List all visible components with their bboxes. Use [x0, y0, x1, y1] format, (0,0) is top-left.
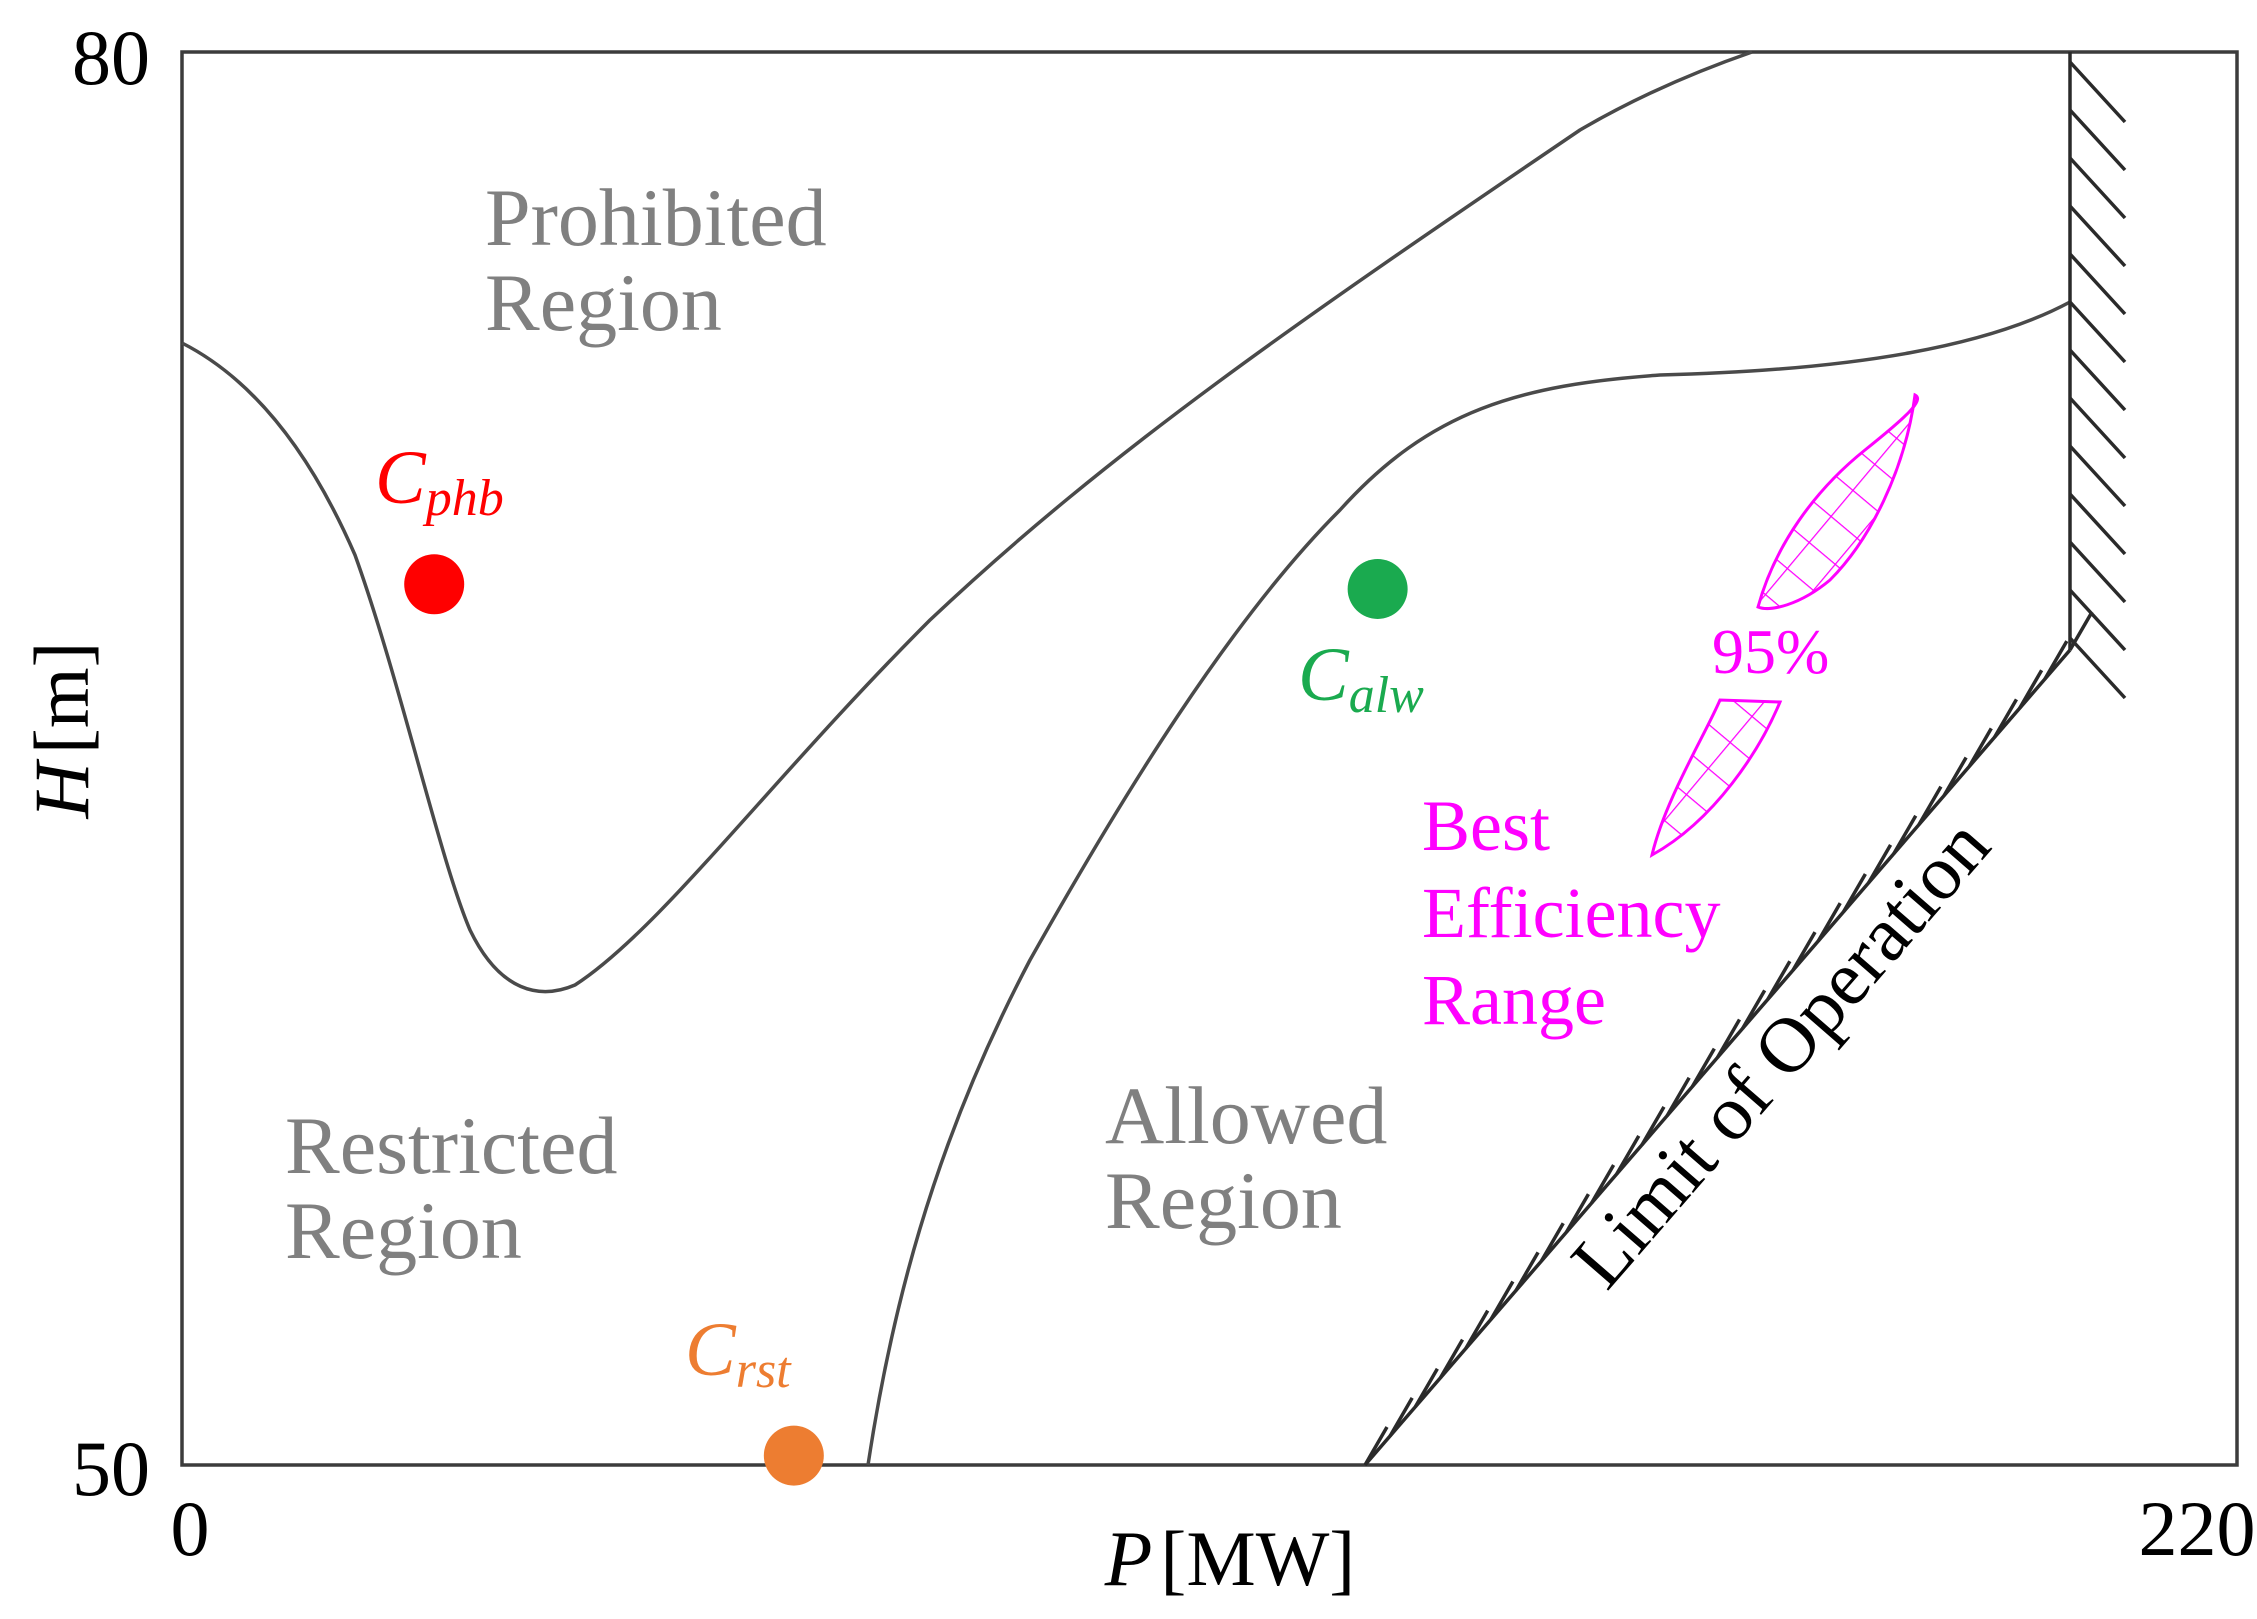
- limit-hatch-mark: [1615, 1135, 1641, 1175]
- limit-hatch-mark: [2068, 540, 2127, 604]
- allowed-region-label-line1: Allowed: [1105, 1070, 1387, 1161]
- c-alw-label: Calw: [1298, 633, 1424, 724]
- c-phb-label: Cphb: [375, 436, 504, 527]
- best-efficiency-range: [1649, 392, 1919, 858]
- c-rst-sub: rst: [736, 1342, 792, 1399]
- prohibited-region-label-line2: Region: [485, 257, 722, 348]
- limit-hatch-mark: [1539, 1222, 1565, 1263]
- limit-hatch-mark: [1590, 1164, 1616, 1204]
- limit-hatch-mark: [2068, 444, 2127, 508]
- limit-hatch-mark: [2068, 588, 2127, 652]
- limit-hatch-mark: [1514, 1251, 1540, 1292]
- best-efficiency-lower-shape: [1649, 698, 1783, 858]
- restricted-region-label-line1: Restricted: [285, 1100, 617, 1191]
- x-axis-title: P [MW]: [1104, 1515, 1356, 1602]
- limit-hatch-mark: [2068, 108, 2127, 172]
- limit-hatch-mark: [2068, 396, 2127, 460]
- c-rst-point: [763, 1425, 824, 1486]
- best-efficiency-label-line3: Range: [1422, 960, 1606, 1040]
- limit-hatch-mark: [2068, 492, 2127, 556]
- limit-hatch-mark: [1841, 873, 1867, 913]
- limit-hatch-mark: [2068, 252, 2127, 316]
- limit-hatch-mark: [2068, 636, 2127, 700]
- x-axis-unit: [MW]: [1160, 1515, 1355, 1602]
- best-efficiency-label-line2: Efficiency: [1422, 873, 1721, 953]
- c-phb-point: [404, 554, 465, 615]
- prohibited-region-label-line1: Prohibited: [485, 172, 827, 263]
- limit-hatch-diagonal: [1363, 611, 2094, 1466]
- limit-hatch-mark: [2068, 348, 2127, 412]
- limit-hatch-mark: [2068, 300, 2127, 364]
- limit-hatch-mark: [1766, 960, 1792, 1001]
- limit-hatch-mark: [1816, 902, 1842, 942]
- best-efficiency-label-line1: Best: [1422, 786, 1550, 866]
- limit-hatch-mark: [1715, 1018, 1742, 1059]
- y-axis-symbol: H: [18, 758, 105, 819]
- c-alw-sub: alw: [1349, 667, 1424, 724]
- y-min-tick-label: 50: [72, 1425, 150, 1512]
- c-phb-sub: phb: [422, 470, 504, 527]
- plot-frame: [180, 50, 2239, 1467]
- limit-hatch-mark: [1665, 1076, 1691, 1117]
- c-phb-base: C: [375, 436, 427, 520]
- limit-hatch-mark: [1363, 1426, 1389, 1466]
- limit-hatch-mark: [1640, 1105, 1666, 1146]
- y-axis-title: H[m]: [18, 642, 105, 820]
- limit-hatch-mark: [1917, 785, 1943, 826]
- limit-hatch-mark: [1942, 756, 1968, 797]
- limit-hatch-mark: [2068, 611, 2094, 651]
- limit-hatch-mark: [1892, 814, 1918, 855]
- limit-hatch-mark: [1464, 1309, 1490, 1350]
- limit-hatch-mark: [1564, 1193, 1590, 1234]
- limit-hatch-mark: [1690, 1047, 1716, 1088]
- limit-hatch-mark: [1388, 1397, 1414, 1437]
- prohibited-boundary-curve: [181, 50, 1753, 994]
- limit-hatch-mark: [2068, 156, 2127, 220]
- limit-hatch-mark: [2068, 60, 2127, 124]
- limit-hatch-mark: [1741, 989, 1767, 1030]
- restricted-region-label-line2: Region: [285, 1185, 522, 1276]
- c-alw-base: C: [1298, 633, 1350, 717]
- y-axis-unit: [m]: [18, 642, 105, 755]
- limit-hatch-mark: [1867, 843, 1893, 884]
- allowed-region-label-line2: Region: [1105, 1155, 1342, 1246]
- best-efficiency-percent-label: 95%: [1712, 616, 1829, 687]
- limit-hatch-mark: [1439, 1338, 1465, 1379]
- x-max-tick-label: 220: [2139, 1485, 2256, 1572]
- c-rst-label: Crst: [685, 1308, 792, 1399]
- limit-hatch-mark: [1791, 931, 1817, 972]
- y-max-tick-label: 80: [72, 14, 150, 101]
- limit-hatch-mark: [2068, 204, 2127, 268]
- limit-hatch-mark: [1413, 1367, 1439, 1408]
- limit-hatch-mark: [2018, 669, 2044, 710]
- allowed-boundary-curve: [866, 300, 2071, 1466]
- x-axis-symbol: P: [1104, 1515, 1153, 1602]
- limit-hatch-mark: [2043, 640, 2069, 680]
- x-min-tick-label: 0: [171, 1485, 210, 1572]
- limit-hatch-vertical: [2068, 60, 2127, 700]
- c-rst-base: C: [685, 1308, 737, 1392]
- c-alw-point: [1347, 558, 1408, 619]
- best-efficiency-upper-shape: [1756, 392, 1919, 611]
- limit-hatch-mark: [1967, 727, 1993, 768]
- limit-hatch-mark: [1992, 698, 2018, 739]
- limit-hatch-mark: [1489, 1280, 1515, 1321]
